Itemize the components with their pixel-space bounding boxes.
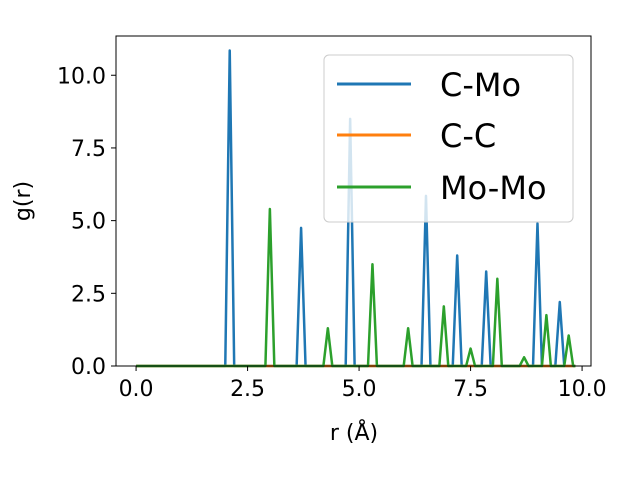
axes-frame bbox=[115, 35, 592, 367]
x-tick-label: 0.0 bbox=[119, 377, 154, 402]
x-tick-label: 10.0 bbox=[558, 377, 607, 402]
x-tick-label: 7.5 bbox=[453, 377, 488, 402]
x-tick-label: 5.0 bbox=[342, 377, 377, 402]
legend-label-c-mo: C-Mo bbox=[440, 66, 521, 104]
y-axis-label: g(r) bbox=[11, 181, 36, 221]
y-tick-label: 5.0 bbox=[71, 210, 106, 235]
y-tick-label: 7.5 bbox=[71, 137, 106, 162]
y-tick-label: 0.0 bbox=[71, 355, 106, 380]
legend-frame bbox=[323, 54, 574, 223]
y-tick-label: 10.0 bbox=[57, 64, 106, 89]
x-tick-label: 2.5 bbox=[230, 377, 265, 402]
legend-label-c-c: C-C bbox=[440, 117, 496, 155]
legend: C-Mo C-C Mo-Mo bbox=[323, 54, 574, 223]
axes: 0.0 2.5 5.0 7.5 10.0 0.0 2.5 5.0 7.5 10.0 bbox=[57, 35, 607, 402]
y-tick-label: 2.5 bbox=[71, 282, 106, 307]
x-axis-label: r (Å) bbox=[330, 419, 378, 446]
legend-label-mo-mo: Mo-Mo bbox=[440, 169, 547, 207]
